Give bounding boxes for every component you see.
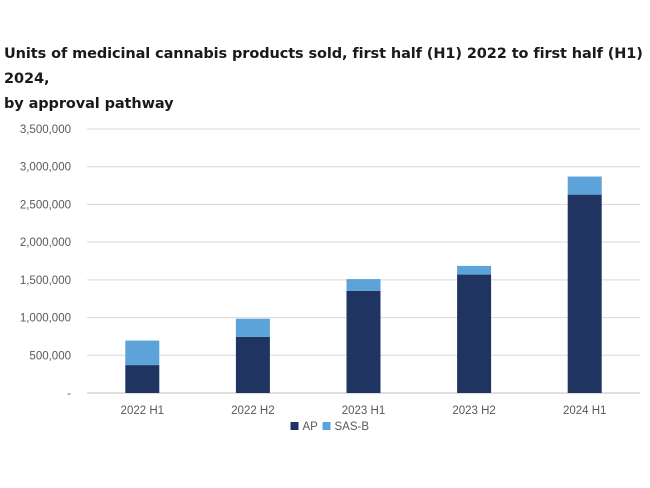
bar-ap bbox=[346, 290, 381, 393]
chart-title-line-1: Units of medicinal cannabis products sol… bbox=[4, 46, 643, 87]
bar-ap bbox=[567, 194, 602, 393]
bar-sas-b bbox=[457, 265, 492, 275]
legend-swatch-ap bbox=[290, 422, 299, 430]
x-tick-label: 2023 H2 bbox=[452, 405, 495, 417]
y-tick-label: 3,000,000 bbox=[20, 162, 71, 174]
bar-sas-b bbox=[567, 176, 602, 195]
y-tick-label: 1,000,000 bbox=[20, 313, 71, 325]
chart-title: Units of medicinal cannabis products sol… bbox=[4, 42, 644, 117]
x-tick-label: 2023 H1 bbox=[342, 405, 385, 417]
y-tick-label: 3,500,000 bbox=[20, 124, 71, 136]
y-tick-label: 2,500,000 bbox=[20, 199, 71, 211]
bar-sas-b bbox=[235, 318, 270, 337]
y-tick-label: 2,000,000 bbox=[20, 237, 71, 249]
x-tick-label: 2022 H1 bbox=[121, 405, 164, 417]
y-tick-label: 1,500,000 bbox=[20, 275, 71, 287]
y-tick-label: 500,000 bbox=[29, 350, 71, 362]
chart-title-line-2: by approval pathway bbox=[4, 96, 174, 112]
x-tick-label: 2024 H1 bbox=[563, 405, 606, 417]
y-tick-label: - bbox=[67, 388, 71, 400]
bar-ap bbox=[125, 365, 160, 393]
legend-swatch-sas-b bbox=[322, 422, 331, 430]
legend-label: SAS-B bbox=[335, 421, 370, 433]
bar-ap bbox=[235, 336, 270, 393]
bar-sas-b bbox=[346, 279, 381, 291]
legend-label: AP bbox=[303, 421, 319, 433]
x-tick-label: 2022 H2 bbox=[231, 405, 274, 417]
bar-ap bbox=[457, 274, 492, 393]
bar-sas-b bbox=[125, 340, 160, 366]
